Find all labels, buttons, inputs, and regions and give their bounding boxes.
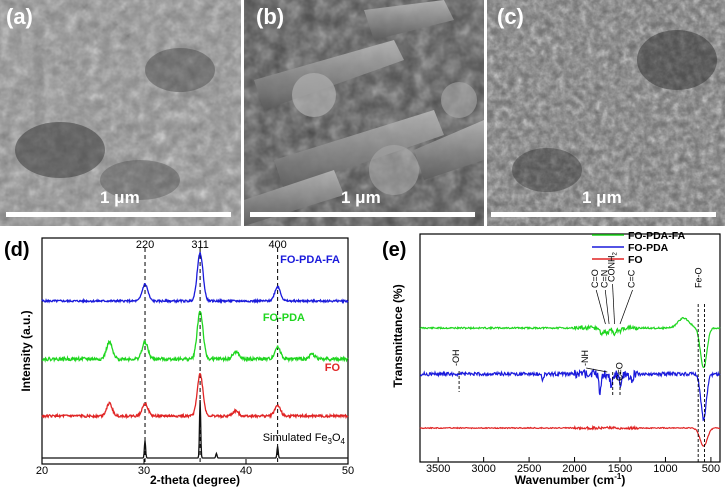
legend-label: FO-PDA-FA: [628, 230, 686, 242]
x-tick-label-e: 1500: [608, 463, 632, 475]
x-tick-label-d: 40: [240, 465, 252, 477]
peak-label: 400: [268, 239, 286, 251]
ftir-series-line: [419, 316, 721, 369]
scalebar-label-b: 1 μm: [341, 188, 381, 207]
ftir-annotation: C=O: [590, 269, 600, 288]
annotation-leader: [595, 289, 606, 325]
scalebar-b: [250, 212, 475, 217]
x-tick-label-e: 500: [702, 463, 720, 475]
xrd-series-label: FO-PDA-FA: [280, 254, 340, 266]
ftir-annotation: C=N: [599, 270, 609, 288]
xrd-series-line: [42, 310, 349, 363]
x-tick-label-e: 1000: [653, 463, 677, 475]
panel-label-a: (a): [6, 4, 33, 29]
xrd-series-line: [41, 251, 349, 305]
ftir-chart: (e) 3500 3000 2500 2000 1500 1000 500 FO-PDA-FA…: [382, 230, 721, 487]
panel-label-b: (b): [256, 4, 285, 29]
scalebar-label-a: 1 μm: [100, 188, 140, 207]
annotation-leader: [612, 283, 615, 325]
ftir-annotation: -NH: [580, 350, 590, 366]
ftir-annotation: Fe-O: [693, 267, 703, 288]
peak-label: 311: [191, 239, 209, 251]
annotation-leader: [586, 367, 608, 373]
x-axis-label-e: Wavenumber (cm-1): [515, 472, 626, 487]
legend-label: FO: [628, 254, 643, 266]
scalebar-a: [6, 212, 231, 217]
ftir-series-line: [419, 368, 721, 422]
sem-image-b: (b) 1 μm: [244, 0, 484, 226]
x-tick-label-e: 3000: [471, 463, 495, 475]
panel-label-c: (c): [497, 4, 524, 29]
x-tick-label-d: 20: [36, 465, 48, 477]
x-tick-label-e: 3500: [426, 463, 450, 475]
sem-image-c: (c) 1 μm: [487, 0, 725, 226]
plot-frame-e: [419, 233, 721, 463]
scalebar-c: [491, 212, 716, 217]
ftir-series-line: [419, 424, 721, 447]
y-axis-label-d: Intensity (a.u.): [19, 310, 33, 391]
x-tick-label-e: 2000: [562, 463, 586, 475]
annotation-leader: [619, 289, 633, 325]
ftir-annotation: -OH: [451, 350, 461, 367]
plot-frame-d: [41, 237, 349, 465]
x-tick-label-d: 50: [342, 465, 354, 477]
panel-label-d: (d): [4, 239, 30, 261]
panel-label-e: (e): [382, 239, 406, 261]
legend-label: FO-PDA: [628, 242, 669, 254]
xrd-series-label: Simulated Fe3O4: [263, 432, 346, 446]
peak-label: 220: [136, 239, 154, 251]
ftir-annotation: C=C: [627, 269, 637, 288]
x-axis-label-d: 2-theta (degree): [150, 473, 240, 487]
ftir-annotation: C=O: [615, 362, 625, 381]
y-axis-label-e: Transmittance (%): [391, 284, 405, 387]
x-tick-label-e: 2500: [517, 463, 541, 475]
xrd-series-line: [41, 372, 349, 420]
scalebar-label-c: 1 μm: [582, 188, 622, 207]
xrd-series-line: [42, 399, 348, 459]
annotation-leader: [604, 289, 610, 325]
xrd-series-label: FO-PDA: [263, 312, 305, 324]
ftir-annotation: CONH2: [607, 252, 619, 283]
xrd-series-label: FO: [325, 362, 341, 374]
xrd-chart: (d) 20 30 40 50 220 311 400 FO-PDA-FA FO-PDA FO Si…: [4, 237, 354, 487]
x-tick-label-d: 30: [138, 465, 150, 477]
sem-image-a: (a) 1 μm: [0, 0, 241, 226]
